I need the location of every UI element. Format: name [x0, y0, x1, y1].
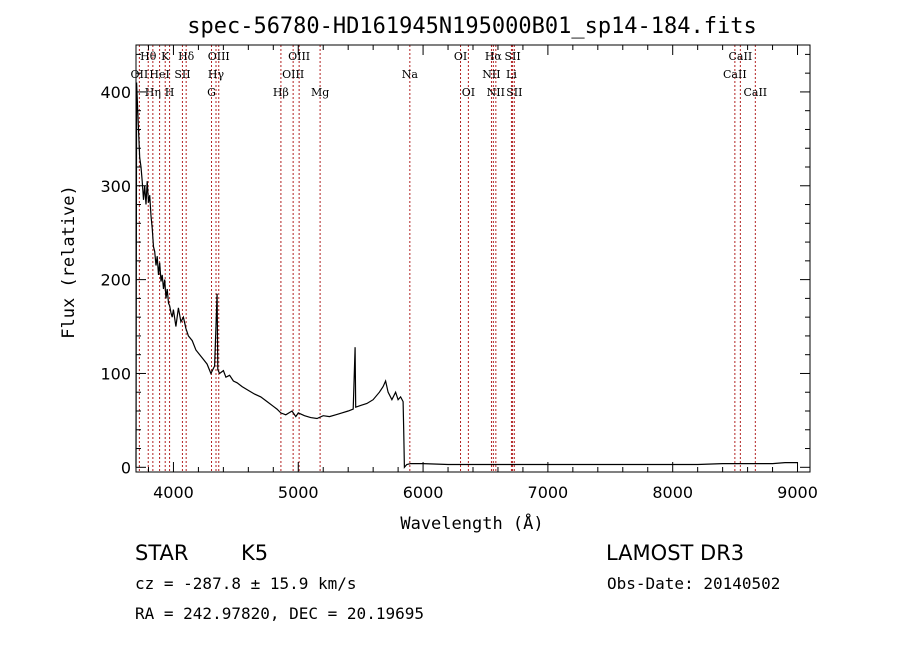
- obs-date-text: Obs-Date: 20140502: [607, 574, 780, 593]
- line-label: SII: [174, 68, 190, 81]
- line-label: OI: [454, 50, 467, 63]
- redshift-text: cz = -287.8 ± 15.9 km/s: [135, 574, 357, 593]
- line-label: CaII: [743, 86, 767, 99]
- line-label: CaII: [729, 50, 753, 63]
- spectrum-series: [135, 82, 798, 469]
- line-label: H: [165, 86, 175, 99]
- chart-title: spec-56780-HD161945N195000B01_sp14-184.f…: [187, 14, 757, 39]
- x-tick-label: 8000: [652, 483, 693, 502]
- x-tick-label: 9000: [777, 483, 818, 502]
- line-label: Hα: [485, 50, 503, 63]
- line-label: Hβ: [273, 86, 289, 99]
- line-label: OII: [131, 68, 149, 81]
- line-label: CaII: [723, 68, 747, 81]
- y-axis-ticks: 0 100 200 300 400: [100, 53, 810, 477]
- line-label: K: [161, 50, 170, 63]
- line-label: OIII: [282, 68, 304, 81]
- y-tick-label: 400: [100, 83, 131, 102]
- y-tick-label: 0: [121, 458, 131, 477]
- line-label: G: [207, 86, 216, 99]
- y-tick-label: 300: [100, 177, 131, 196]
- line-label: SII: [506, 86, 522, 99]
- line-label: HeI: [149, 68, 169, 81]
- line-label: Mg: [311, 86, 329, 99]
- line-label: Hη: [145, 86, 161, 99]
- plot-frame: [135, 44, 811, 473]
- y-tick-label: 200: [100, 271, 131, 290]
- x-tick-label: 7000: [528, 483, 569, 502]
- survey-name: LAMOST DR3: [606, 541, 744, 565]
- spectral-line-labels: OII Hθ Hη K HeI H SII Hδ OIII Hγ G Hβ OIII OIII Mg Na OI…: [131, 50, 768, 99]
- line-label: NII: [482, 68, 500, 81]
- line-label: Hδ: [178, 50, 195, 63]
- object-subclass: K5: [241, 541, 268, 565]
- x-axis-label: Wavelength (Å): [400, 512, 543, 534]
- line-label: Li: [506, 68, 517, 81]
- x-tick-label: 6000: [403, 483, 444, 502]
- line-label: OIII: [208, 50, 230, 63]
- line-label: OIII: [288, 50, 310, 63]
- line-label: OI: [462, 86, 475, 99]
- line-label: Hθ: [140, 50, 157, 63]
- x-tick-label: 4000: [153, 483, 194, 502]
- line-label: SII: [504, 50, 520, 63]
- line-label: Hγ: [208, 68, 225, 81]
- line-label: NII: [487, 86, 505, 99]
- spectral-line-markers: [138, 45, 756, 472]
- x-axis-ticks: 4000 5000 6000 7000 8000 9000: [147, 45, 818, 502]
- coordinates-text: RA = 242.97820, DEC = 20.19695: [135, 604, 424, 623]
- y-axis-label: Flux (relative): [59, 185, 79, 339]
- line-label: Na: [402, 68, 419, 81]
- object-class: STAR: [135, 541, 188, 565]
- x-tick-label: 5000: [278, 483, 319, 502]
- y-tick-label: 100: [100, 364, 131, 383]
